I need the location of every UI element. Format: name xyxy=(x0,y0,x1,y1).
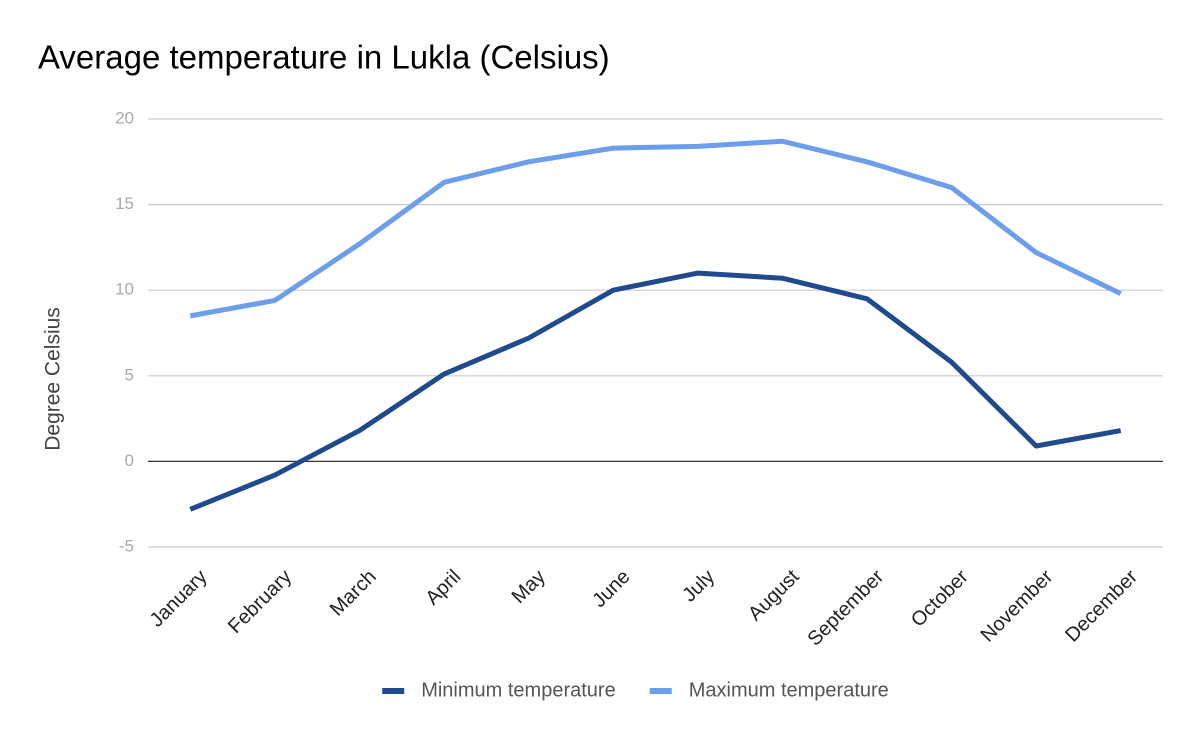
x-tick-label: November xyxy=(977,565,1058,646)
x-tick-label: February xyxy=(224,566,296,638)
series-line xyxy=(189,270,1122,512)
x-tick-label: May xyxy=(508,566,550,608)
y-tick-label: 5 xyxy=(125,365,134,384)
x-tick-label: October xyxy=(907,565,973,631)
y-tick-label: -5 xyxy=(119,536,134,555)
y-axis-label: Degree Celsius xyxy=(42,307,65,451)
x-tick-label: April xyxy=(421,566,465,610)
series-line xyxy=(189,138,1122,319)
x-tick-label: September xyxy=(803,565,888,650)
y-tick-label: 20 xyxy=(115,108,134,127)
x-tick-label: March xyxy=(326,566,381,621)
x-tick-label: December xyxy=(1061,565,1142,646)
y-tick-label: 10 xyxy=(115,280,134,299)
x-tick-label: January xyxy=(146,566,212,632)
legend-label: Maximum temperature xyxy=(689,679,889,701)
x-tick-label: July xyxy=(678,566,719,607)
y-tick-label: 15 xyxy=(115,194,134,213)
y-tick-label: 0 xyxy=(125,451,134,470)
x-tick-label: August xyxy=(744,565,804,625)
chart-title: Average temperature in Lukla (Celsius) xyxy=(38,39,610,76)
legend-label: Minimum temperature xyxy=(421,679,616,701)
x-tick-label: June xyxy=(588,566,634,612)
